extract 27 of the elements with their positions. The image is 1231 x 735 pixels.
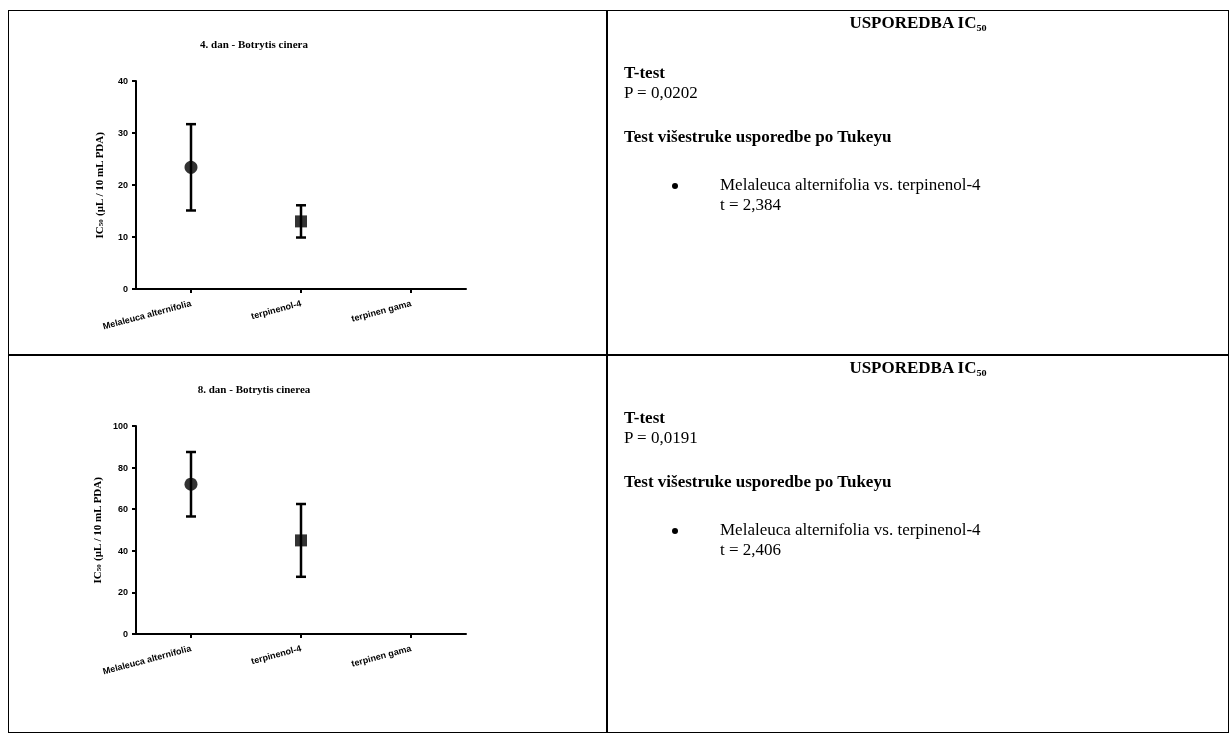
text: t = 2,384 <box>720 195 783 215</box>
y-tick-label: 0 <box>122 284 128 294</box>
text: T-test <box>624 408 666 428</box>
x-tick-label: terpinen gama <box>350 642 414 669</box>
text: USPOREDBA IC₅₀ <box>848 13 988 33</box>
text: Melaleuca alternifolia vs. terpinenol-4 <box>720 175 981 195</box>
y-tick-label: 80 <box>117 462 128 473</box>
text: T-test <box>624 63 666 83</box>
y-tick-label: 20 <box>117 587 128 598</box>
text: Melaleuca alternifolia vs. terpinenol-4 <box>720 520 981 540</box>
text: P = 0,0202 <box>624 83 699 103</box>
text: Test višestruke usporedbe po Tukeyu <box>624 127 893 147</box>
y-tick-label: 60 <box>117 504 128 515</box>
y-tick-label: 10 <box>117 232 128 242</box>
chart-title: 8. dan - Botrytis cinerea <box>197 382 311 395</box>
x-tick-label: terpinen gama <box>350 297 414 324</box>
y-tick-label: 100 <box>112 421 128 431</box>
text: P = 0,0191 <box>624 428 699 448</box>
y-tick-label: 20 <box>117 180 128 190</box>
chart-title: 4. dan - Botrytis cinera <box>200 37 309 50</box>
y-tick-label: 40 <box>117 76 128 86</box>
text: USPOREDBA IC₅₀ <box>848 358 988 378</box>
y-tick-label: 40 <box>117 545 128 556</box>
text: Test višestruke usporedbe po Tukeyu <box>624 472 893 492</box>
text: t = 2,406 <box>720 540 783 560</box>
y-tick-label: 0 <box>122 629 128 639</box>
y-tick-label: 30 <box>117 128 128 138</box>
